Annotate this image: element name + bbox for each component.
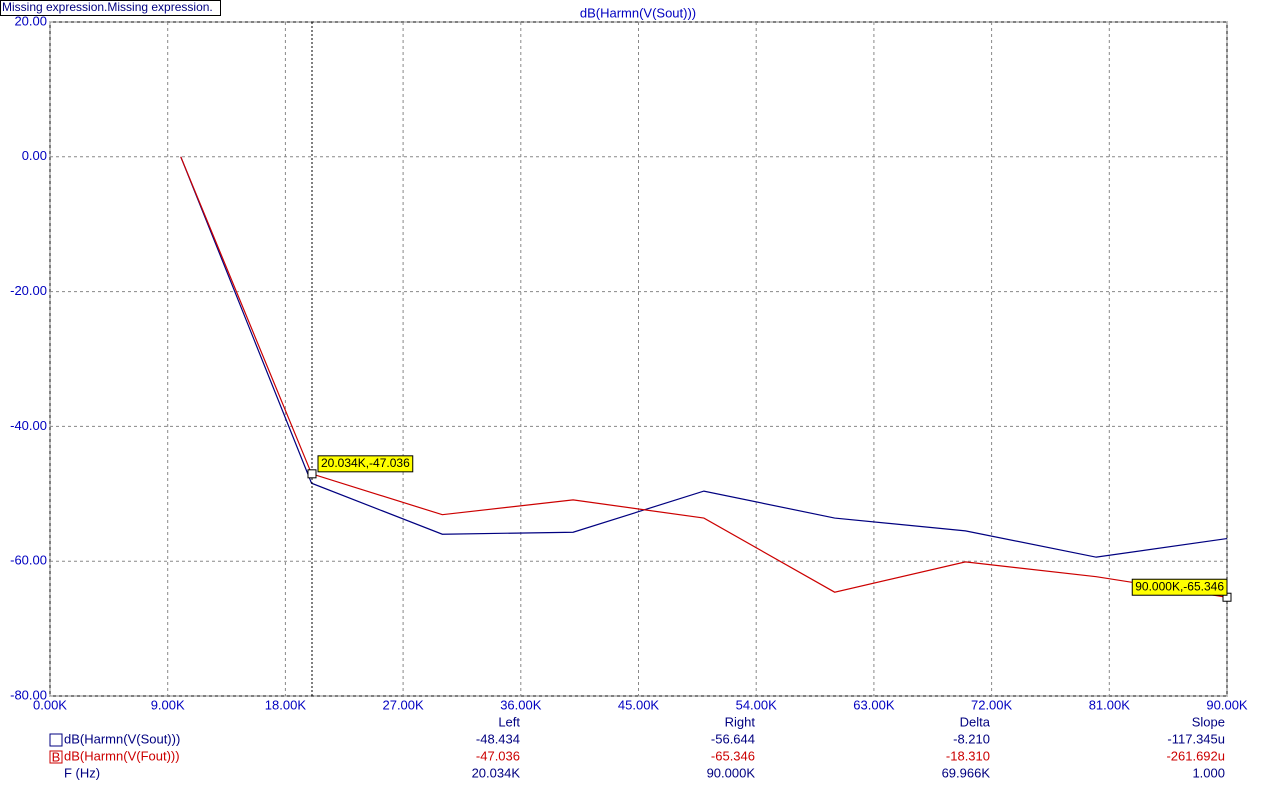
legend-label: dB(Harmn(V(Sout))) bbox=[64, 731, 180, 746]
x-tick-label: 54.00K bbox=[736, 697, 778, 712]
x-tick-label: 90.00K bbox=[1206, 697, 1248, 712]
table-cell: -65.346 bbox=[711, 748, 755, 763]
x-tick-label: 9.00K bbox=[151, 697, 185, 712]
y-tick-label: 20.00 bbox=[14, 13, 47, 28]
table-header: Left bbox=[498, 714, 520, 729]
table-header: Right bbox=[725, 714, 756, 729]
x-tick-label: 63.00K bbox=[853, 697, 895, 712]
annotation-box bbox=[1131, 578, 1228, 596]
x-tick-label: 36.00K bbox=[500, 697, 542, 712]
table-cell: -8.210 bbox=[953, 731, 990, 746]
annotation: 90.000K,-65.346 bbox=[1135, 579, 1224, 593]
series-line bbox=[180, 156, 1228, 558]
x-tick-label: 18.00K bbox=[265, 697, 307, 712]
series-line bbox=[180, 156, 1228, 598]
table-cell: -48.434 bbox=[476, 731, 520, 746]
table-cell: 90.000K bbox=[707, 765, 756, 780]
x-tick-label: 81.00K bbox=[1089, 697, 1131, 712]
table-cell: -18.310 bbox=[946, 748, 990, 763]
table-cell: -261.692u bbox=[1166, 748, 1225, 763]
chart-title: dB(Harmn(V(Sout))) bbox=[580, 5, 696, 20]
legend-swatch bbox=[49, 750, 63, 764]
legend-marker-label: B bbox=[52, 749, 61, 764]
cursor-marker bbox=[307, 469, 317, 479]
legend-label: dB(Harmn(V(Fout))) bbox=[64, 748, 180, 763]
table-cell: -47.036 bbox=[476, 748, 520, 763]
x-tick-label: 27.00K bbox=[382, 697, 424, 712]
note-box bbox=[0, 0, 221, 16]
table-header: Slope bbox=[1192, 714, 1225, 729]
y-tick-label: -60.00 bbox=[10, 553, 47, 568]
y-tick-label: -80.00 bbox=[10, 687, 47, 702]
table-cell: 20.034K bbox=[472, 765, 521, 780]
y-tick-label: -40.00 bbox=[10, 418, 47, 433]
x-row-label: F (Hz) bbox=[64, 765, 100, 780]
table-cell: 69.966K bbox=[942, 765, 991, 780]
header-note: Missing expression.Missing expression. bbox=[2, 0, 213, 14]
x-tick-label: 45.00K bbox=[618, 697, 660, 712]
annotation: 20.034K,-47.036 bbox=[321, 456, 410, 470]
x-tick-label: 0.00K bbox=[33, 697, 67, 712]
table-cell: -56.644 bbox=[711, 731, 755, 746]
annotation-box bbox=[317, 455, 414, 473]
y-tick-label: 0.00 bbox=[22, 148, 47, 163]
table-cell: -117.345u bbox=[1167, 731, 1225, 746]
table-header: Delta bbox=[960, 714, 991, 729]
x-tick-label: 72.00K bbox=[971, 697, 1013, 712]
legend-swatch bbox=[49, 733, 63, 747]
table-cell: 1.000 bbox=[1192, 765, 1225, 780]
y-tick-label: -20.00 bbox=[10, 283, 47, 298]
